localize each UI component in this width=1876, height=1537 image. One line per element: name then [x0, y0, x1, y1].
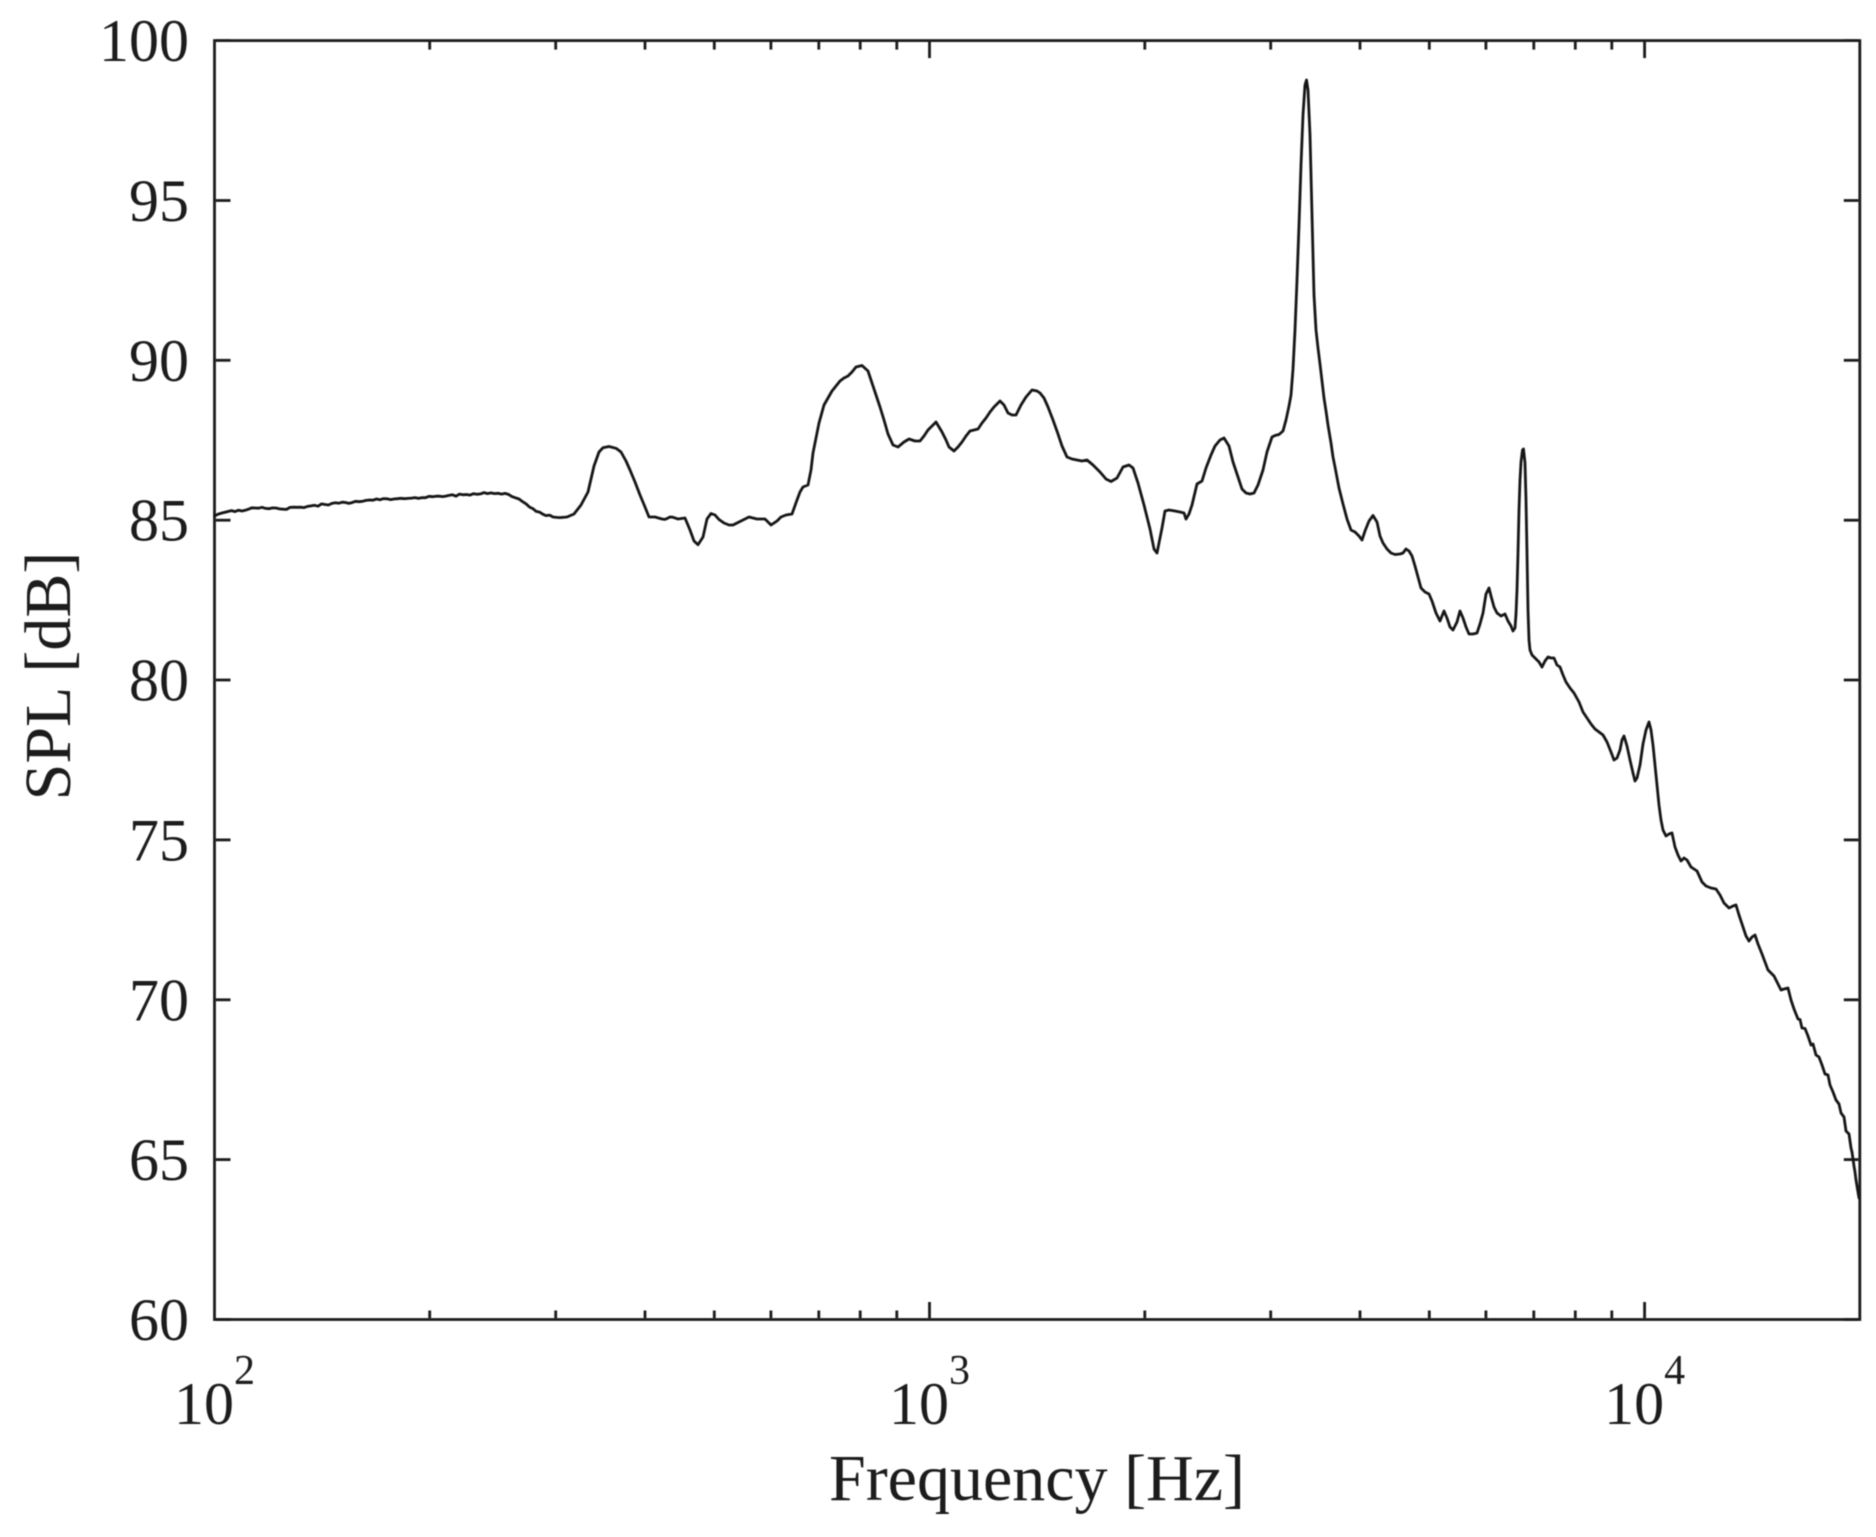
svg-text:SPL [dB]: SPL [dB]: [12, 552, 85, 801]
svg-text:75: 75: [129, 807, 189, 873]
svg-text:Frequency [Hz]: Frequency [Hz]: [829, 1442, 1245, 1515]
svg-text:80: 80: [129, 648, 189, 714]
svg-text:60: 60: [129, 1287, 189, 1353]
svg-text:95: 95: [129, 168, 189, 234]
svg-text:70: 70: [129, 967, 189, 1033]
svg-text:85: 85: [129, 488, 189, 554]
svg-text:100: 100: [99, 8, 189, 74]
svg-text:65: 65: [129, 1127, 189, 1193]
svg-text:90: 90: [129, 328, 189, 394]
